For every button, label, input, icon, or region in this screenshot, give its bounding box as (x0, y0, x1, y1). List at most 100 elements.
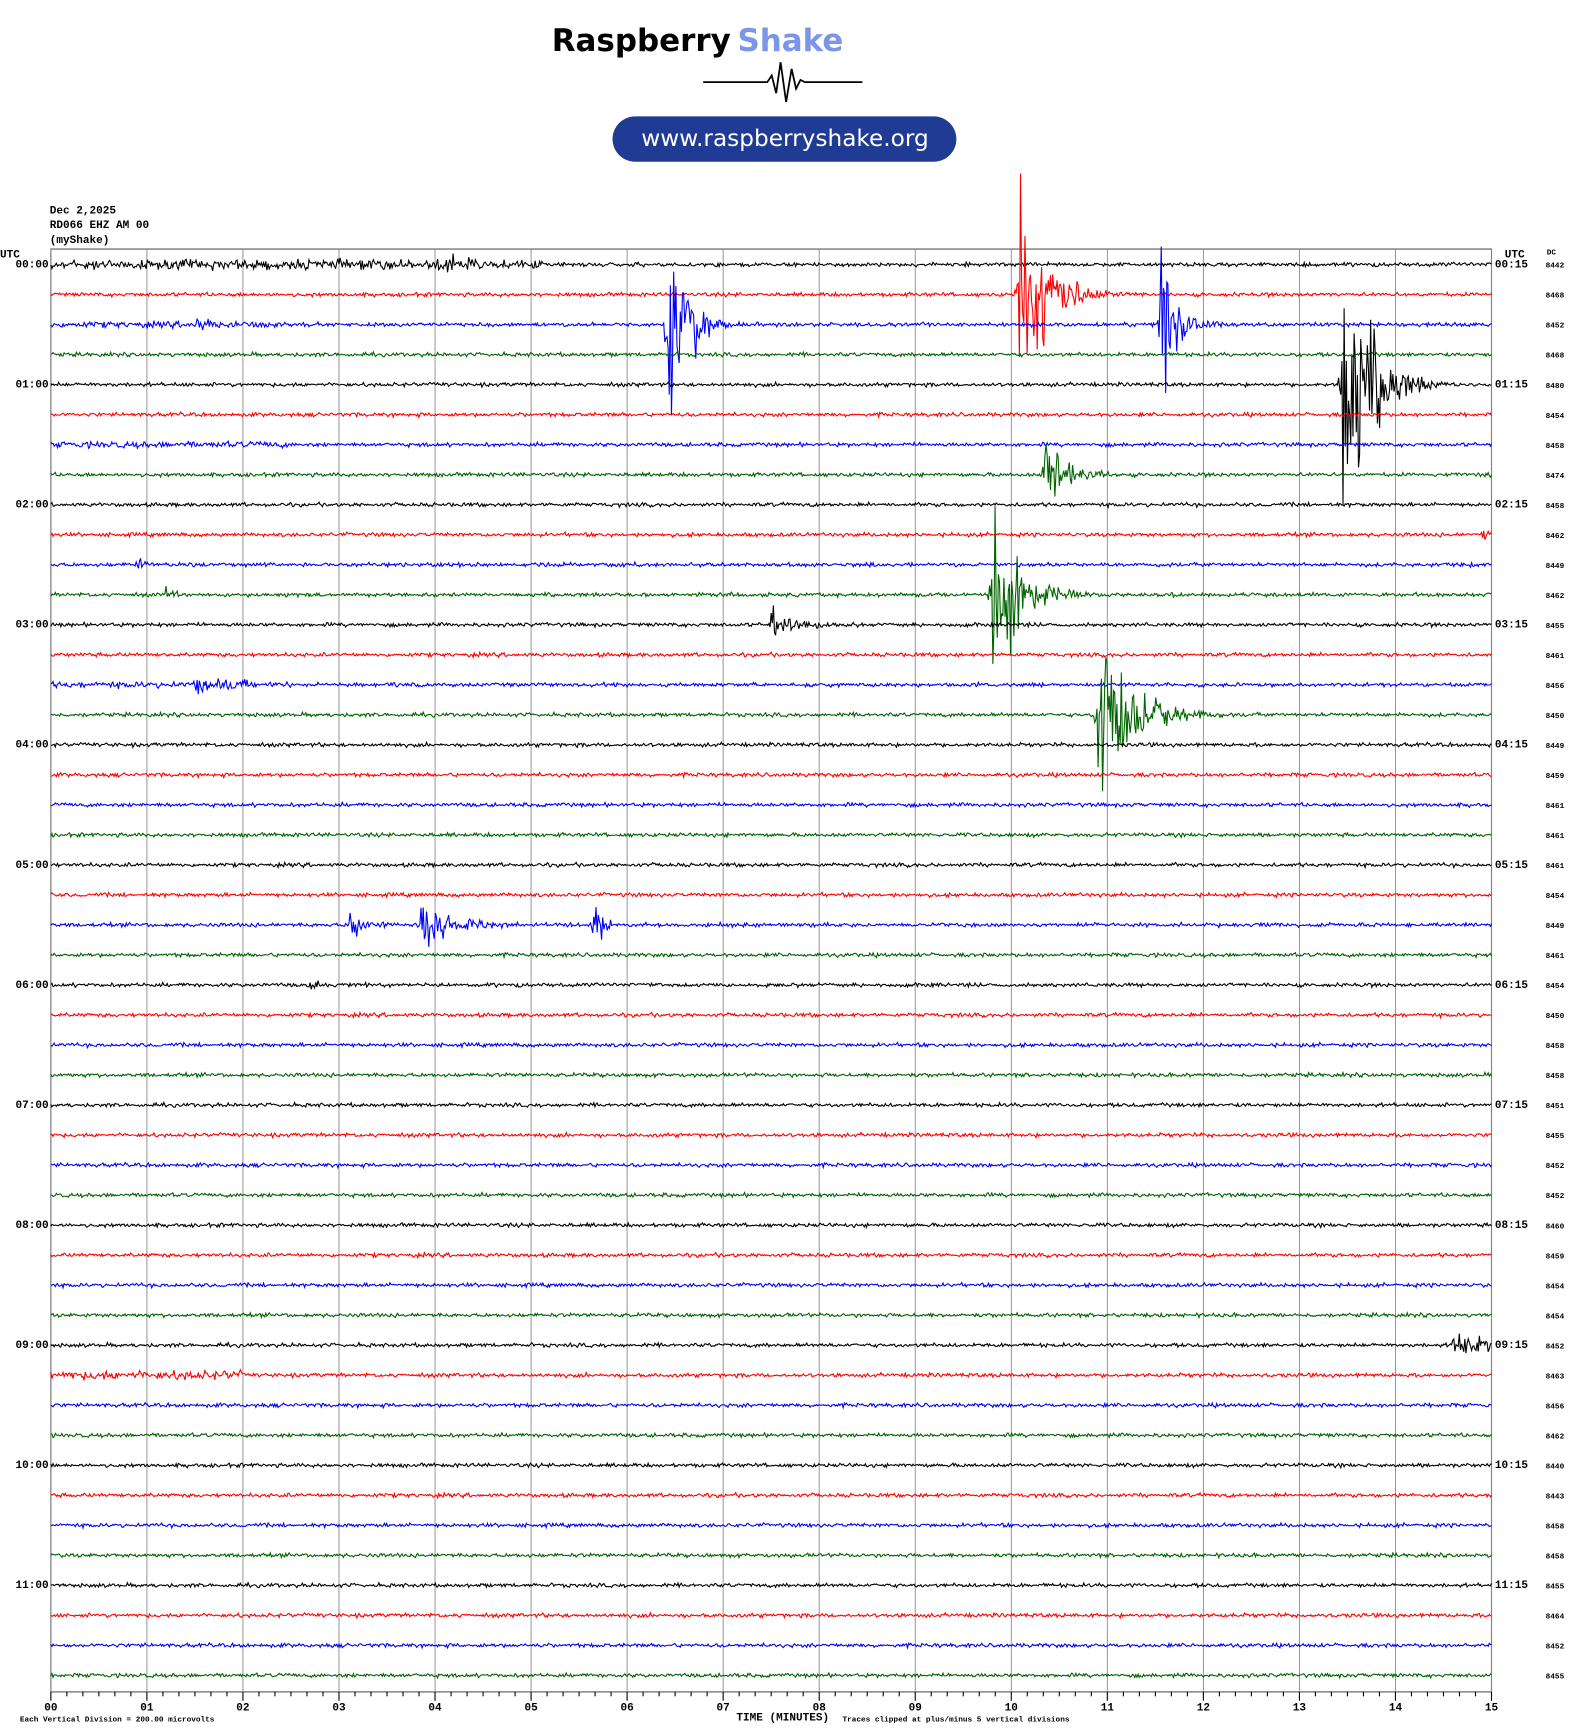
x-tick-label: 07 (717, 1702, 730, 1714)
right-time-label: 06:15 (1495, 980, 1529, 992)
url-pill[interactable] (612, 116, 957, 162)
trace (50, 650, 1492, 659)
trace (50, 657, 1492, 792)
dc-value: 8450 (1546, 1013, 1565, 1021)
trace (50, 1010, 1492, 1020)
x-tick-label: 06 (620, 1702, 634, 1714)
trace (50, 506, 1492, 664)
dc-value: 8454 (1546, 1313, 1565, 1321)
x-tick-label: 10 (1005, 1702, 1018, 1714)
left-time-label: 11:00 (15, 1580, 48, 1592)
dc-value: 8454 (1546, 893, 1565, 901)
dc-value: 8458 (1546, 503, 1565, 511)
x-tick-label: 03 (332, 1702, 346, 1714)
dc-value: 8459 (1546, 773, 1565, 781)
dc-value: 8458 (1546, 1553, 1565, 1561)
trace (50, 557, 1492, 570)
dc-value: 8462 (1546, 533, 1565, 541)
trace (50, 891, 1492, 899)
dc-value: 8460 (1546, 1223, 1565, 1231)
trace (50, 1491, 1492, 1500)
dc-value: 8461 (1546, 803, 1565, 811)
dc-value: 8458 (1546, 1073, 1565, 1081)
x-tick-label: 11 (1101, 1702, 1115, 1714)
utc-right: UTC (1505, 250, 1525, 262)
left-time-label: 05:00 (15, 860, 48, 872)
right-time-label: 01:15 (1495, 380, 1529, 392)
dc-value: 8480 (1546, 383, 1565, 391)
trace (50, 1431, 1492, 1440)
right-time-label: 09:15 (1495, 1340, 1529, 1352)
brand-accent: Shake (737, 23, 843, 59)
trace (50, 800, 1492, 809)
trace (50, 410, 1493, 420)
dc-value: 8440 (1546, 1463, 1565, 1471)
info-line: RD066 EHZ AM 00 (50, 220, 149, 232)
x-tick-label: 14 (1389, 1702, 1403, 1714)
trace (50, 1161, 1492, 1170)
x-tick-label: 05 (524, 1702, 538, 1714)
trace (50, 1521, 1492, 1530)
left-time-label: 00:00 (15, 259, 48, 271)
right-time-label: 10:15 (1495, 1460, 1529, 1472)
trace (50, 500, 1492, 510)
right-time-label: 07:15 (1495, 1100, 1529, 1112)
trace (50, 1581, 1493, 1589)
dc-value: 8461 (1546, 863, 1565, 871)
url[interactable]: www.raspberryshake.org (641, 125, 928, 152)
dc-value: 8450 (1546, 713, 1565, 721)
dc-value: 8452 (1546, 1193, 1565, 1201)
trace (50, 1671, 1492, 1680)
dc-value: 8461 (1546, 653, 1565, 661)
info-line: (myShake) (50, 235, 110, 247)
trace (50, 1311, 1492, 1320)
info-line: Dec 2,2025 (50, 205, 117, 217)
utc-left: UTC (0, 250, 20, 262)
footer-right: Traces clipped at plus/minus 5 vertical … (842, 1717, 1069, 1725)
x-tick-label: 02 (236, 1702, 249, 1714)
dc-value: 8443 (1546, 1493, 1565, 1501)
dc-value: 8451 (1546, 1103, 1565, 1111)
dc-value: 8449 (1546, 743, 1565, 751)
dc-value: 8458 (1546, 1043, 1565, 1051)
trace (50, 1551, 1492, 1560)
left-time-label: 04:00 (15, 740, 48, 752)
dc-value: 8455 (1546, 623, 1565, 631)
right-time-label: 08:15 (1495, 1220, 1529, 1232)
dc-value: 8455 (1546, 1583, 1565, 1591)
x-label: TIME (MINUTES) (736, 1712, 829, 1724)
dc-value: 8474 (1546, 473, 1565, 481)
dc-value: 8454 (1546, 413, 1565, 421)
trace (50, 1281, 1492, 1290)
x-tick-label: 09 (909, 1702, 922, 1714)
dc-value: 8468 (1546, 353, 1565, 361)
left-time-label: 06:00 (15, 980, 48, 992)
dc-value: 8458 (1546, 1523, 1565, 1531)
trace (50, 1070, 1492, 1080)
footer-left: Each Vertical Division = 200.00 microvol… (20, 1717, 215, 1725)
dc-value: 8442 (1546, 263, 1565, 271)
right-time-label: 03:15 (1495, 620, 1529, 632)
dc-value: 8462 (1546, 1433, 1565, 1441)
trace (50, 678, 1492, 695)
trace (50, 308, 1492, 506)
trace (50, 1461, 1492, 1470)
right-time-label: 02:15 (1495, 500, 1529, 512)
dc-value: 8455 (1546, 1674, 1565, 1682)
dc-value: 8449 (1546, 923, 1565, 931)
right-time-label: 00:15 (1495, 259, 1529, 271)
trace (50, 1221, 1492, 1230)
logo-wave (703, 62, 863, 103)
left-time-label: 03:00 (15, 620, 48, 632)
trace (50, 1130, 1492, 1139)
dc-value: 8449 (1546, 563, 1565, 571)
x-tick-label: 00 (44, 1702, 57, 1714)
left-time-label: 10:00 (15, 1460, 48, 1472)
dc-value: 8463 (1546, 1373, 1565, 1381)
trace (50, 1368, 1492, 1381)
trace (50, 1401, 1492, 1410)
x-tick-label: 08 (813, 1702, 827, 1714)
x-tick-label: 15 (1485, 1702, 1499, 1714)
left-time-label: 08:00 (15, 1220, 48, 1232)
trace (50, 1333, 1492, 1354)
